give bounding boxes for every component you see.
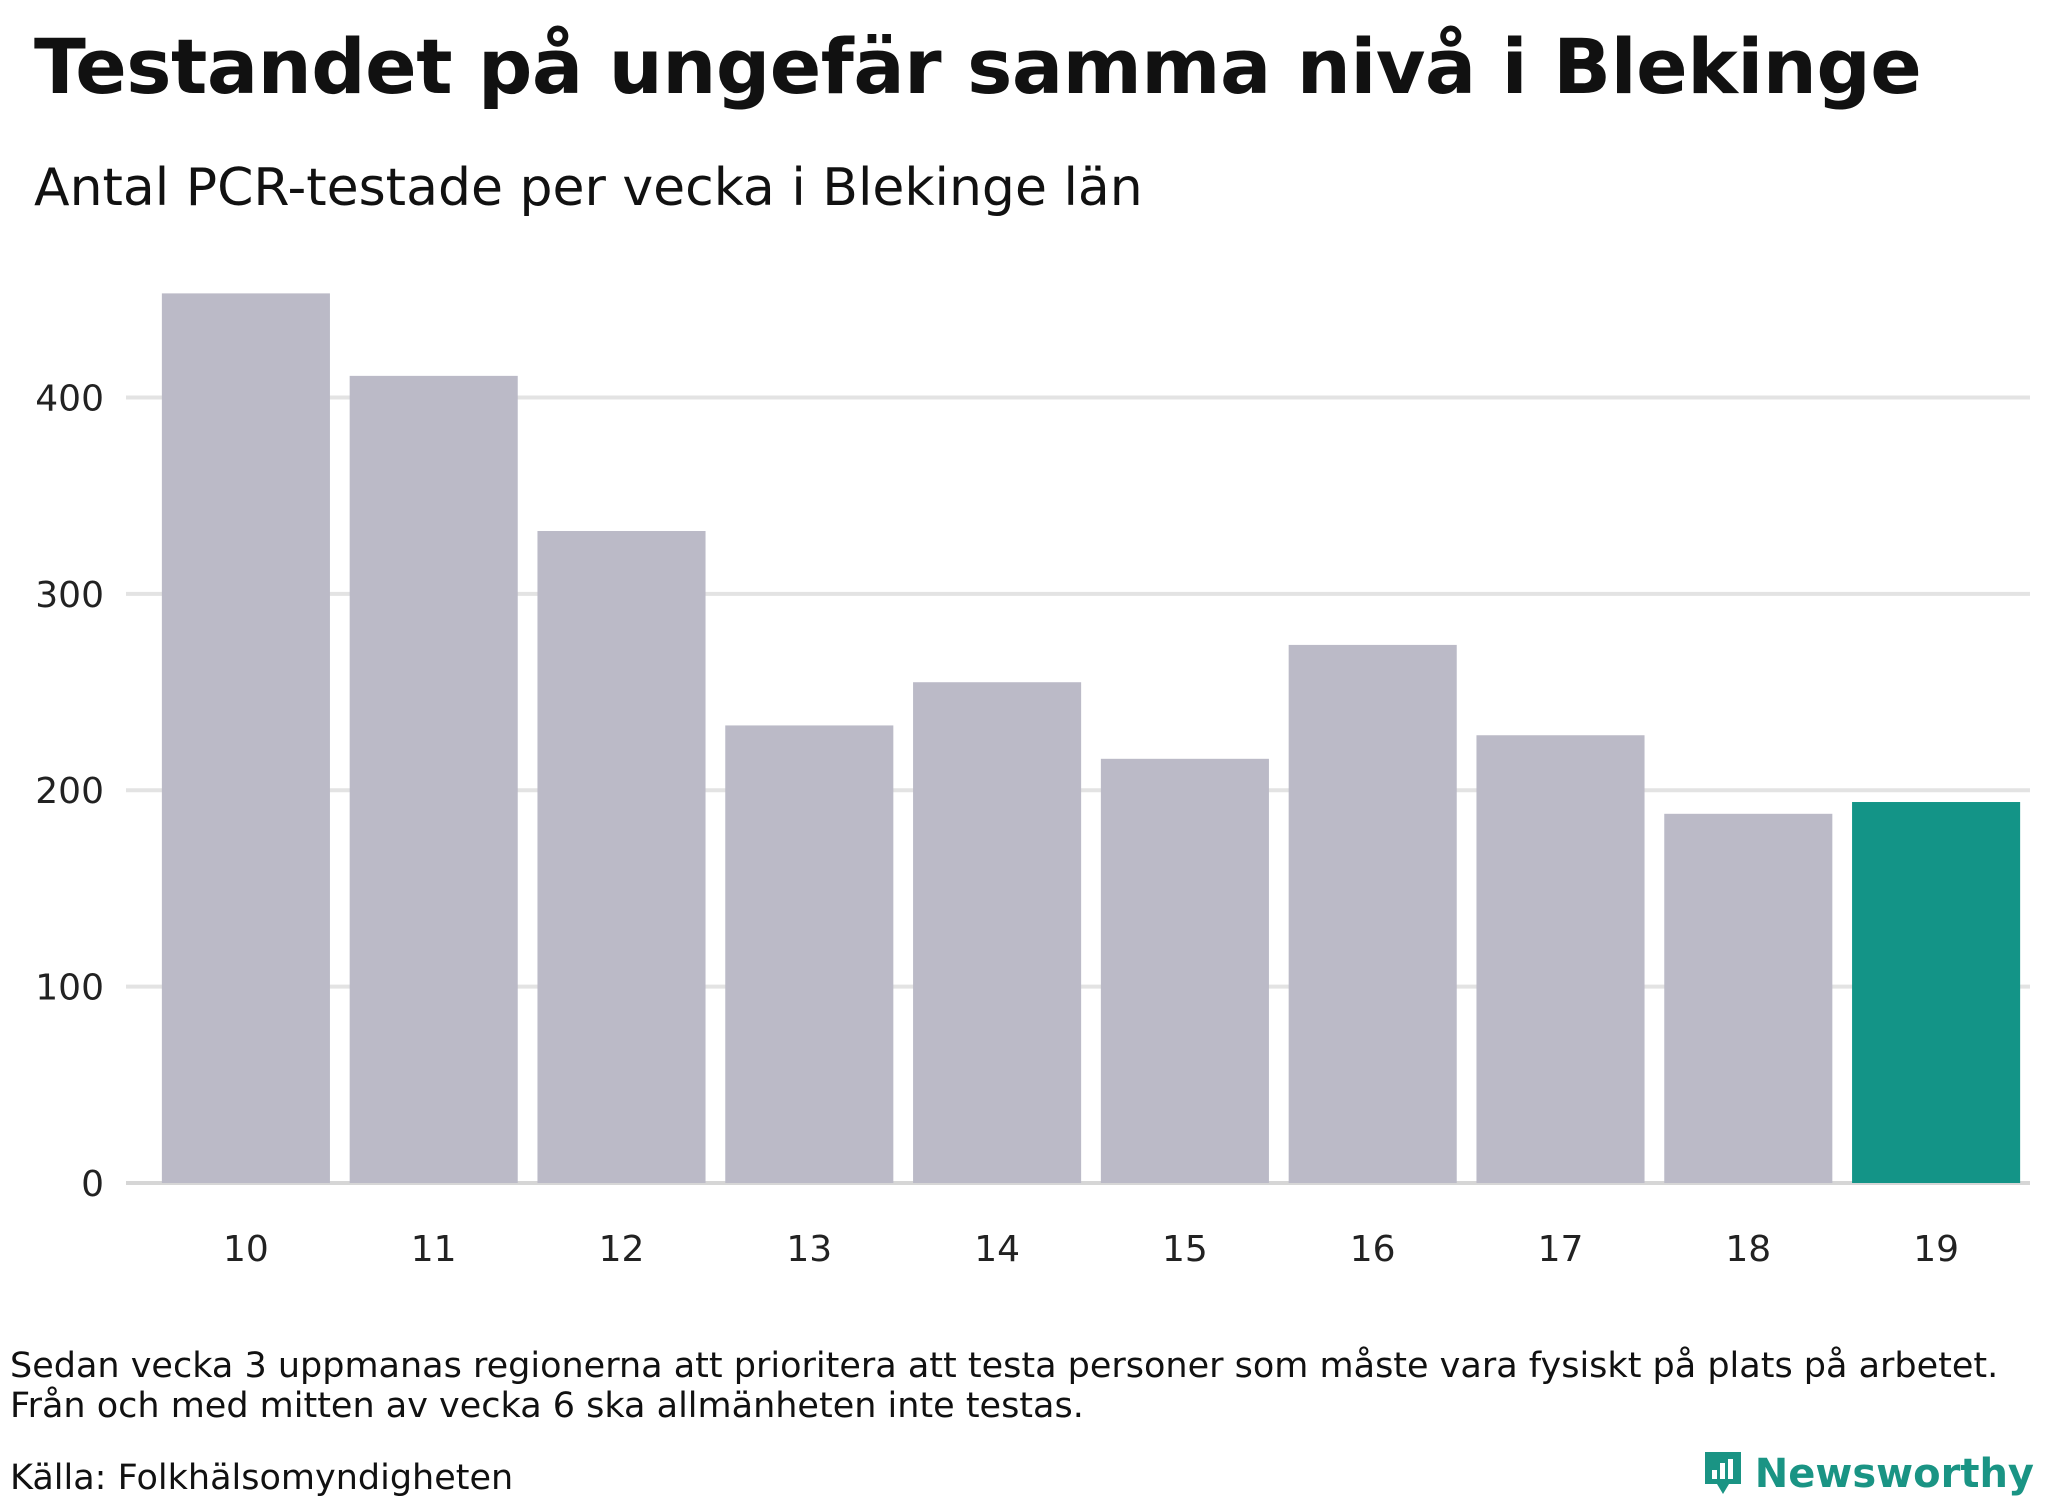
x-tick-label: 18 <box>1725 1229 1771 1270</box>
bar-week-19 <box>1852 802 2021 1183</box>
x-tick-label: 14 <box>974 1229 1020 1270</box>
bar-week-16 <box>1288 644 1457 1183</box>
x-tick-label: 11 <box>411 1229 457 1270</box>
y-tick-label: 100 <box>35 968 104 1009</box>
x-tick-label: 17 <box>1538 1229 1584 1270</box>
bar-week-13 <box>725 725 894 1183</box>
brand-logo[interactable]: Newsworthy <box>1701 1448 2034 1500</box>
x-axis-ticks: 10 11 12 13 14 15 16 17 18 19 <box>223 1229 1959 1270</box>
note-line-2: Från och med mitten av vecka 6 ska allmä… <box>10 1386 1084 1426</box>
y-tick-label: 0 <box>81 1164 104 1205</box>
x-tick-label: 13 <box>786 1229 832 1270</box>
y-tick-label: 200 <box>35 771 104 812</box>
source-credit: Källa: Folkhälsomyndigheten <box>10 1458 514 1498</box>
x-tick-label: 12 <box>599 1229 645 1270</box>
bar-week-10 <box>161 293 330 1183</box>
y-tick-label: 300 <box>35 575 104 616</box>
chart-title: Testandet på ungefär samma nivå i Blekin… <box>34 22 1922 111</box>
x-tick-label: 15 <box>1162 1229 1208 1270</box>
chart-subtitle: Antal PCR-testade per vecka i Blekinge l… <box>34 158 1143 218</box>
bar-week-11 <box>349 375 518 1183</box>
bar-week-14 <box>913 682 1082 1183</box>
newsworthy-logo-icon <box>1704 1452 1741 1494</box>
chart-notes: Sedan vecka 3 uppmanas regionerna att pr… <box>10 1346 1998 1426</box>
bar-week-17 <box>1476 735 1645 1183</box>
y-axis-ticks: 0 100 200 300 400 <box>35 378 104 1205</box>
bar-week-15 <box>1100 758 1269 1183</box>
bars <box>161 293 2021 1183</box>
bar-week-12 <box>537 531 706 1183</box>
x-tick-label: 10 <box>223 1229 269 1270</box>
bar-week-18 <box>1664 813 1833 1183</box>
x-tick-label: 16 <box>1350 1229 1396 1270</box>
note-line-1: Sedan vecka 3 uppmanas regionerna att pr… <box>10 1346 1999 1386</box>
x-tick-label: 19 <box>1913 1229 1959 1270</box>
brand-name: Newsworthy <box>1754 1451 2034 1497</box>
y-tick-label: 400 <box>35 378 104 419</box>
bar-chart: 0 100 200 300 400 10 11 12 13 14 15 16 17 18 19 <box>35 293 2030 1270</box>
